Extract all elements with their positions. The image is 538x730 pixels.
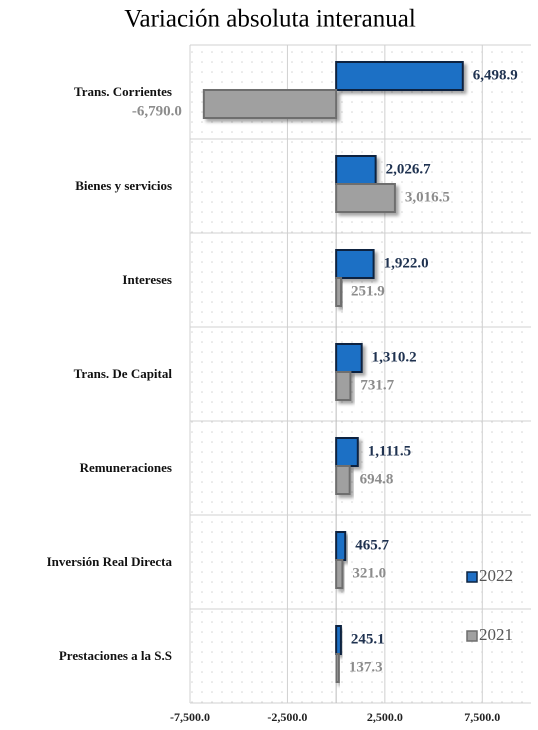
legend-label: 2022 <box>479 566 513 585</box>
value-label: 6,498.9 <box>473 67 518 83</box>
x-tick-label: -2,500.0 <box>267 710 307 724</box>
category-label: Inversión Real Directa <box>47 554 173 569</box>
x-tick-label: -7,500.0 <box>170 710 210 724</box>
bar <box>335 277 343 307</box>
value-label: 465.7 <box>355 537 389 553</box>
x-tick-label: 2,500.0 <box>367 710 403 724</box>
value-label: 1,310.2 <box>372 349 417 365</box>
value-label: 731.7 <box>360 377 394 393</box>
bar <box>335 559 344 589</box>
bar <box>335 61 464 91</box>
value-label: 1,922.0 <box>384 255 429 271</box>
bar <box>335 653 340 683</box>
value-label: 321.0 <box>352 565 386 581</box>
bar <box>335 183 396 213</box>
plot-background <box>190 45 531 703</box>
category-label: Trans. De Capital <box>74 366 173 381</box>
value-label: 137.3 <box>349 659 383 675</box>
bar <box>202 89 338 119</box>
value-label: 251.9 <box>351 283 385 299</box>
legend-label: 2021 <box>479 625 513 644</box>
bar <box>335 343 363 373</box>
category-label: Intereses <box>122 272 172 287</box>
bar <box>335 249 375 279</box>
value-label: 3,016.5 <box>405 189 450 205</box>
value-label: 245.1 <box>351 631 385 647</box>
category-label: Prestaciones a la S.S <box>59 648 172 663</box>
category-label: Trans. Corrientes <box>74 84 172 99</box>
legend-swatch <box>466 571 478 583</box>
chart-title: Variación absoluta interanual <box>124 6 416 33</box>
bar <box>335 465 351 495</box>
bar <box>335 625 342 655</box>
legend-swatch <box>466 630 478 642</box>
bar <box>335 531 347 561</box>
bar <box>335 155 377 185</box>
value-label: 694.8 <box>360 471 394 487</box>
x-tick-label: 7,500.0 <box>464 710 500 724</box>
bar <box>335 371 352 401</box>
value-label: 2,026.7 <box>386 161 432 177</box>
category-label: Remuneraciones <box>80 460 172 475</box>
bar <box>335 437 359 467</box>
value-label: 1,111.5 <box>368 443 411 459</box>
category-label: Bienes y servicios <box>75 178 172 193</box>
value-label: -6,790.0 <box>132 103 182 119</box>
